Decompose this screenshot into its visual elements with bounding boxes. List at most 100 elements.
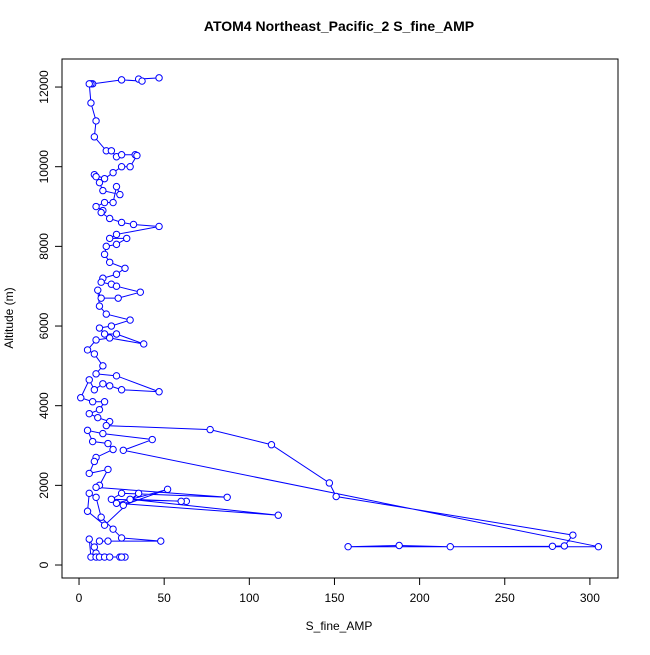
data-point [117, 534, 126, 542]
data-point [112, 182, 121, 191]
data-point [102, 310, 110, 318]
data-point [104, 537, 112, 545]
data-point [560, 542, 569, 550]
data-point [117, 76, 126, 84]
data-point [92, 202, 100, 211]
y-tick-label: 8000 [37, 233, 51, 260]
data-point [112, 230, 121, 239]
data-point [274, 511, 282, 519]
data-point [83, 346, 92, 354]
data-point [395, 541, 403, 550]
data-point [163, 485, 172, 494]
data-point [117, 489, 126, 498]
data-point [332, 492, 340, 501]
data-point [119, 501, 128, 509]
y-tick-label: 2000 [37, 472, 51, 499]
data-point [99, 380, 107, 388]
data-point [100, 330, 109, 338]
data-point [325, 479, 334, 487]
data-point [105, 553, 114, 561]
data-point [117, 553, 126, 561]
data-point [344, 542, 352, 551]
data-point [109, 525, 117, 533]
x-axis-label: S_fine_AMP [306, 619, 373, 633]
data-point [107, 495, 116, 503]
data-point [105, 334, 114, 342]
data-point [102, 242, 110, 251]
data-point [123, 234, 131, 243]
data-point [102, 421, 110, 430]
data-point [100, 198, 109, 207]
data-point [87, 99, 95, 107]
data-point [569, 531, 577, 539]
data-point [85, 409, 93, 418]
data-point [99, 186, 107, 195]
data-point [105, 382, 114, 390]
data-point [90, 457, 99, 466]
data-point [92, 493, 100, 502]
y-tick-label: 12000 [37, 70, 51, 104]
data-point [133, 151, 141, 160]
data-point [104, 465, 112, 474]
y-axis-label: Altitude (m) [2, 287, 16, 348]
data-point [83, 507, 92, 515]
data-point [107, 147, 116, 155]
data-point [95, 302, 104, 310]
chart-title: ATOM4 Northeast_Pacific_2 S_fine_AMP [204, 18, 474, 34]
y-tick-label: 10000 [37, 150, 51, 184]
data-point [112, 270, 121, 278]
data-point [88, 398, 97, 406]
data-point [112, 282, 121, 290]
data-point [206, 425, 214, 434]
data-point [116, 190, 124, 199]
x-tick-label: 250 [495, 591, 515, 605]
data-point [157, 537, 165, 545]
data-point [267, 441, 276, 449]
y-tick-label: 4000 [37, 392, 51, 419]
data-point [126, 495, 134, 503]
data-point [95, 537, 104, 545]
data-point [94, 286, 102, 294]
x-tick-label: 50 [157, 591, 171, 605]
data-point [129, 220, 138, 229]
data-point [105, 234, 114, 243]
data-point [117, 163, 126, 171]
data-point [97, 208, 105, 217]
data-point [126, 316, 134, 324]
data-point [99, 429, 107, 438]
x-tick-label: 0 [76, 591, 83, 605]
data-point [112, 240, 121, 249]
data-point [100, 521, 109, 529]
data-point [594, 542, 603, 551]
y-tick-label: 6000 [37, 312, 51, 339]
x-tick-label: 300 [580, 591, 600, 605]
data-point [95, 178, 104, 187]
data-point [90, 133, 99, 141]
data-point [117, 218, 126, 227]
x-tick-label: 200 [410, 591, 430, 605]
data-point [90, 350, 99, 358]
data-point [92, 172, 100, 181]
data-point [95, 405, 104, 414]
data-point [105, 258, 114, 266]
data-point [85, 376, 93, 384]
data-point [85, 535, 93, 543]
data-point [97, 294, 105, 302]
x-tick-label: 150 [324, 591, 344, 605]
data-point [97, 278, 105, 286]
data-point [85, 80, 93, 88]
y-tick-label: 0 [37, 561, 51, 568]
data-point [92, 336, 100, 344]
data-point [446, 542, 454, 551]
data-point [83, 426, 92, 435]
data-point [126, 163, 134, 171]
data-point [114, 294, 122, 302]
data-point [95, 324, 104, 332]
data-point [112, 499, 121, 507]
data-point [117, 151, 126, 159]
data-point [112, 372, 121, 380]
data-point [100, 398, 109, 406]
data-point [177, 497, 185, 505]
data-point [100, 174, 109, 183]
